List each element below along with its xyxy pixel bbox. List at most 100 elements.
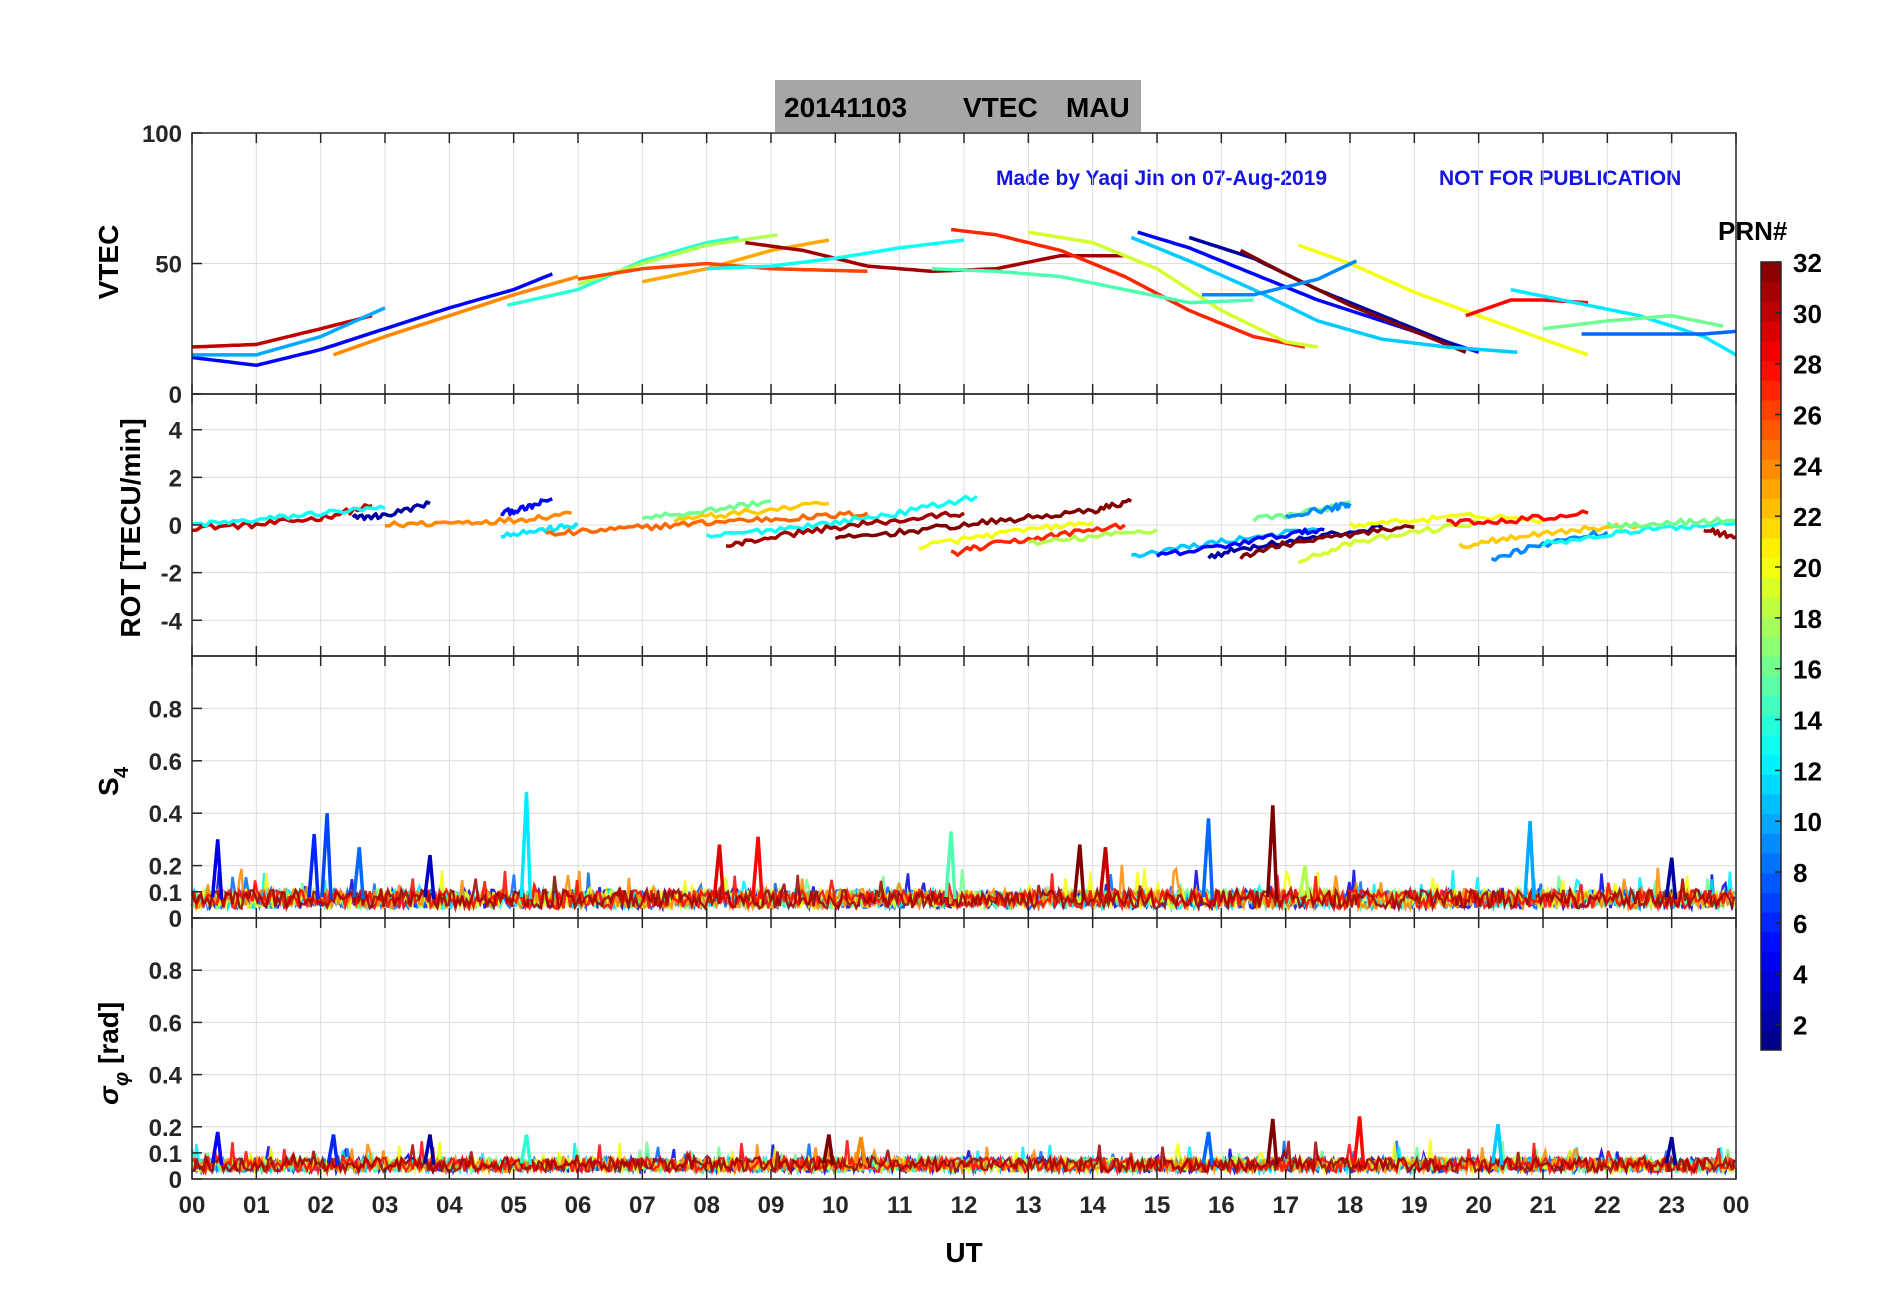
vtec-series-prn-13 bbox=[706, 238, 965, 271]
sigma-spike-prn-8 bbox=[1201, 1131, 1215, 1166]
colorbar-tick-label: 24 bbox=[1793, 451, 1822, 481]
x-tick-label: 00 bbox=[1723, 1192, 1750, 1219]
rot-series-prn-25 bbox=[545, 510, 869, 537]
colorbar-segment bbox=[1761, 399, 1781, 421]
rot-series-prn-5 bbox=[500, 497, 553, 517]
colorbar-segment bbox=[1761, 498, 1781, 519]
s4-ytick-label: 0.6 bbox=[149, 749, 182, 776]
title-box: 20141103 VTEC MAU bbox=[775, 80, 1141, 132]
colorbar-segment bbox=[1761, 675, 1781, 696]
watermark-status: NOT FOR PUBLICATION bbox=[1439, 167, 1681, 190]
colorbar-label: PRN# bbox=[1718, 216, 1788, 246]
sigma-noise-prn-24 bbox=[191, 1143, 1735, 1177]
sigma-phi-panel: 00.10.2 0.4 0.6 0.8 00 01 02 03 04 05 06 07 08 09 10 11… bbox=[149, 917, 1750, 1219]
s4-noise-prn-31 bbox=[190, 874, 1736, 913]
x-tick-label: 20 bbox=[1465, 1192, 1492, 1219]
s4-spike-prn-18 bbox=[1298, 865, 1311, 900]
vtec-series-prn-27 bbox=[950, 227, 1306, 349]
rot-series-prn-9 bbox=[1284, 501, 1352, 519]
x-tick-label: 19 bbox=[1401, 1192, 1428, 1219]
x-tick-label: 01 bbox=[243, 1192, 270, 1219]
sigma-spike-prn-2 bbox=[423, 1134, 436, 1166]
colorbar-segment bbox=[1761, 774, 1781, 795]
colorbar-segment bbox=[1761, 1030, 1781, 1051]
colorbar-segment bbox=[1761, 616, 1781, 637]
x-tick-label: 00 bbox=[179, 1192, 206, 1219]
x-axis-label: UT bbox=[945, 1237, 982, 1268]
x-tick-label: 15 bbox=[1144, 1192, 1171, 1219]
x-tick-label: 10 bbox=[822, 1192, 849, 1219]
rot-series-prn-16 bbox=[1606, 516, 1737, 529]
x-tick-label: 07 bbox=[629, 1192, 656, 1219]
colorbar-segment bbox=[1761, 971, 1781, 992]
colorbar-tick-label: 12 bbox=[1793, 756, 1822, 786]
colorbar-segment bbox=[1761, 557, 1781, 578]
x-tick-label: 11 bbox=[887, 1192, 912, 1219]
colorbar-segment bbox=[1761, 656, 1781, 677]
s4-spike-prn-10 bbox=[1523, 820, 1536, 900]
vtec-series-prn-10 bbox=[192, 306, 386, 357]
colorbar-segment bbox=[1761, 419, 1781, 440]
rot-series-prn-31 bbox=[725, 510, 965, 548]
rot-series-prn-16 bbox=[641, 499, 772, 521]
sigma-ytick-label: 0 bbox=[169, 1167, 182, 1194]
x-tick-label: 09 bbox=[758, 1192, 785, 1219]
colorbar-segment bbox=[1761, 281, 1781, 302]
colorbar-segment bbox=[1761, 793, 1781, 815]
colorbar-tick-label: 8 bbox=[1793, 858, 1807, 888]
s4-ytick-label: 0.1 bbox=[149, 880, 182, 907]
vtec-series-prn-26 bbox=[577, 261, 868, 281]
s4-ytick-label: 0.8 bbox=[149, 696, 182, 723]
s4-spike-prn-32 bbox=[1265, 805, 1279, 900]
rot-series-prn-2 bbox=[351, 500, 431, 522]
vtec-series-prn-8 bbox=[1581, 329, 1737, 336]
x-tick-label: 12 bbox=[951, 1192, 978, 1219]
title-background bbox=[775, 80, 1141, 132]
s4-series bbox=[190, 792, 1736, 914]
x-tick-label: 03 bbox=[372, 1192, 399, 1219]
sigma-ytick-label: 0.1 bbox=[149, 1141, 182, 1168]
vtec-ytick-label: 100 bbox=[142, 121, 182, 148]
colorbar-segment bbox=[1761, 478, 1781, 499]
rot-series-prn-31 bbox=[1703, 527, 1737, 540]
rot-panel: -4 -2 0 2 4 bbox=[161, 393, 1737, 657]
s4-spike-prn-6 bbox=[307, 834, 320, 900]
title-date: 20141103 bbox=[784, 92, 907, 123]
colorbar-frame bbox=[1760, 261, 1782, 1051]
colorbar-segment bbox=[1761, 734, 1781, 756]
s4-spike-prn-28 bbox=[751, 836, 764, 900]
colorbar-tick-label: 2 bbox=[1793, 1011, 1807, 1041]
sigma-spike-prn-32 bbox=[822, 1134, 835, 1166]
rot-series-prn-18 bbox=[1027, 528, 1158, 547]
rot-series bbox=[191, 494, 1737, 565]
x-tick-label: 22 bbox=[1594, 1192, 1621, 1219]
s4-spike-prn-4 bbox=[210, 839, 224, 900]
colorbar-tick-label: 30 bbox=[1793, 299, 1822, 329]
x-tick-label: 04 bbox=[436, 1192, 463, 1219]
colorbar-segment bbox=[1761, 636, 1781, 657]
colorbar-segment bbox=[1761, 1010, 1781, 1031]
rot-ylabel: ROT [TECU/min] bbox=[115, 418, 146, 637]
colorbar-segment bbox=[1761, 537, 1781, 559]
sigma-spike-prn-32 bbox=[1265, 1118, 1279, 1166]
rot-ytick-label: 2 bbox=[169, 465, 182, 492]
vtec-series-prn-23 bbox=[641, 238, 830, 284]
sigma-ytick-label: 0.6 bbox=[149, 1010, 182, 1037]
vtec-series bbox=[191, 227, 1737, 368]
colorbar-segment bbox=[1761, 715, 1781, 736]
colorbar-tick-label: 18 bbox=[1793, 604, 1822, 634]
rot-series-prn-13 bbox=[1541, 520, 1737, 548]
rot-series-prn-19 bbox=[1297, 518, 1480, 565]
colorbar-tick-label: 22 bbox=[1793, 502, 1822, 532]
s4-spike-prn-7 bbox=[320, 813, 333, 900]
x-tick-label: 21 bbox=[1530, 1192, 1557, 1219]
colorbar-segment bbox=[1761, 872, 1781, 893]
x-tick-label: 02 bbox=[307, 1192, 334, 1219]
vtec-series-prn-32 bbox=[1239, 248, 1467, 354]
rot-series-prn-28 bbox=[1446, 509, 1589, 527]
s4-ylabel-main: S bbox=[93, 777, 124, 796]
s4-spike-prn-29 bbox=[712, 844, 726, 900]
vtec-series-prn-20 bbox=[1297, 243, 1589, 357]
vtec-series-prn-2 bbox=[1188, 235, 1467, 352]
